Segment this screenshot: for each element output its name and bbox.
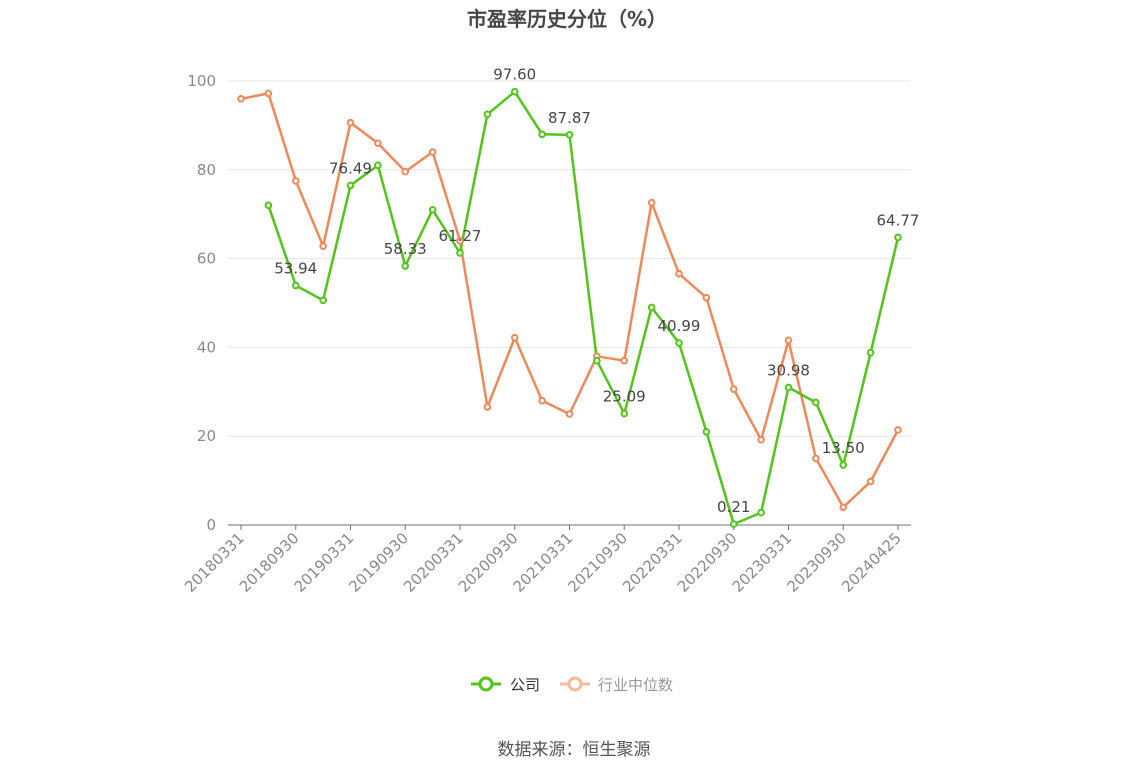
data-label: 97.60 (493, 66, 536, 84)
data-point[interactable] (374, 139, 382, 147)
y-tick-label: 40 (197, 338, 216, 356)
y-tick-label: 20 (197, 427, 216, 445)
data-label: 0.21 (717, 498, 750, 516)
data-point[interactable] (291, 281, 300, 290)
data-label: 64.77 (877, 211, 920, 229)
data-label: 87.87 (548, 109, 591, 127)
series-line-0 (267, 90, 900, 526)
data-label: 40.99 (658, 317, 701, 335)
series-lines (240, 90, 900, 526)
x-axis: 2018033120180930201903312019093020200331… (181, 524, 911, 596)
data-point[interactable] (538, 130, 546, 139)
data-point[interactable] (319, 296, 327, 305)
data-point[interactable] (510, 87, 519, 96)
series-line-1 (240, 92, 900, 509)
grid (228, 80, 911, 437)
legend-label: 公司 (510, 676, 540, 694)
data-point[interactable] (757, 508, 765, 517)
data-point[interactable] (784, 336, 793, 345)
data-point[interactable] (319, 242, 327, 250)
data-point[interactable] (812, 398, 820, 407)
data-point[interactable] (866, 348, 875, 357)
data-point[interactable] (291, 177, 300, 185)
data-point[interactable] (894, 233, 902, 242)
data-label: 76.49 (329, 159, 372, 177)
data-point[interactable] (839, 503, 848, 512)
data-point[interactable] (729, 520, 738, 528)
source-note: 数据来源：恒生聚源 (498, 740, 651, 760)
y-axis: 0 20 40 60 80 100 (187, 72, 216, 534)
y-tick-label: 60 (197, 250, 216, 268)
data-labels: 53.94 76.49 58.33 61.27 97.60 87.87 25.09 40.99… (274, 66, 919, 516)
data-point[interactable] (647, 303, 656, 312)
x-tick-label: 20240425 (838, 529, 905, 596)
chart-title: 市盈率历史分位（%） (467, 7, 667, 31)
legend[interactable]: 公司 行业中位数 (471, 676, 673, 694)
data-point[interactable] (401, 167, 410, 176)
data-point[interactable] (757, 435, 765, 444)
data-point[interactable] (346, 118, 355, 127)
data-point[interactable] (565, 410, 574, 418)
data-point[interactable] (839, 461, 848, 469)
data-point[interactable] (565, 131, 574, 139)
y-tick-label: 100 (187, 72, 216, 90)
data-point[interactable] (620, 409, 629, 418)
data-label: 61.27 (439, 227, 482, 245)
data-point[interactable] (374, 161, 382, 170)
legend-item-industry-median[interactable]: 行业中位数 (560, 676, 673, 694)
data-point[interactable] (894, 426, 902, 434)
data-point[interactable] (702, 427, 711, 436)
legend-marker-icon (478, 676, 494, 692)
y-tick-label: 80 (197, 161, 216, 179)
data-point[interactable] (812, 454, 820, 463)
legend-item-company[interactable]: 公司 (471, 676, 540, 694)
data-point[interactable] (428, 148, 437, 156)
data-point[interactable] (593, 356, 601, 365)
data-point[interactable] (647, 198, 656, 207)
data-point[interactable] (510, 333, 519, 342)
data-point[interactable] (264, 89, 273, 98)
data-point[interactable] (264, 201, 273, 210)
data-point[interactable] (675, 269, 683, 278)
data-point[interactable] (237, 94, 245, 103)
data-point[interactable] (538, 396, 546, 405)
data-point[interactable] (346, 181, 355, 190)
data-label: 13.50 (822, 439, 865, 457)
data-label: 53.94 (274, 260, 317, 278)
data-point[interactable] (729, 385, 738, 393)
data-point[interactable] (483, 403, 492, 411)
y-tick-label: 0 (206, 516, 216, 534)
data-point[interactable] (401, 262, 410, 270)
data-label: 30.98 (767, 361, 810, 379)
data-point[interactable] (784, 383, 793, 392)
data-point[interactable] (456, 249, 464, 257)
data-point[interactable] (483, 110, 492, 119)
data-label: 58.33 (384, 240, 427, 258)
data-point[interactable] (428, 205, 437, 214)
legend-marker-icon (567, 676, 583, 692)
data-point[interactable] (456, 237, 464, 245)
legend-label: 行业中位数 (598, 676, 673, 694)
data-point[interactable] (702, 293, 711, 302)
data-label: 25.09 (603, 388, 646, 406)
data-point[interactable] (675, 339, 683, 347)
data-point[interactable] (866, 477, 875, 486)
data-points (237, 87, 902, 528)
data-point[interactable] (620, 356, 629, 365)
